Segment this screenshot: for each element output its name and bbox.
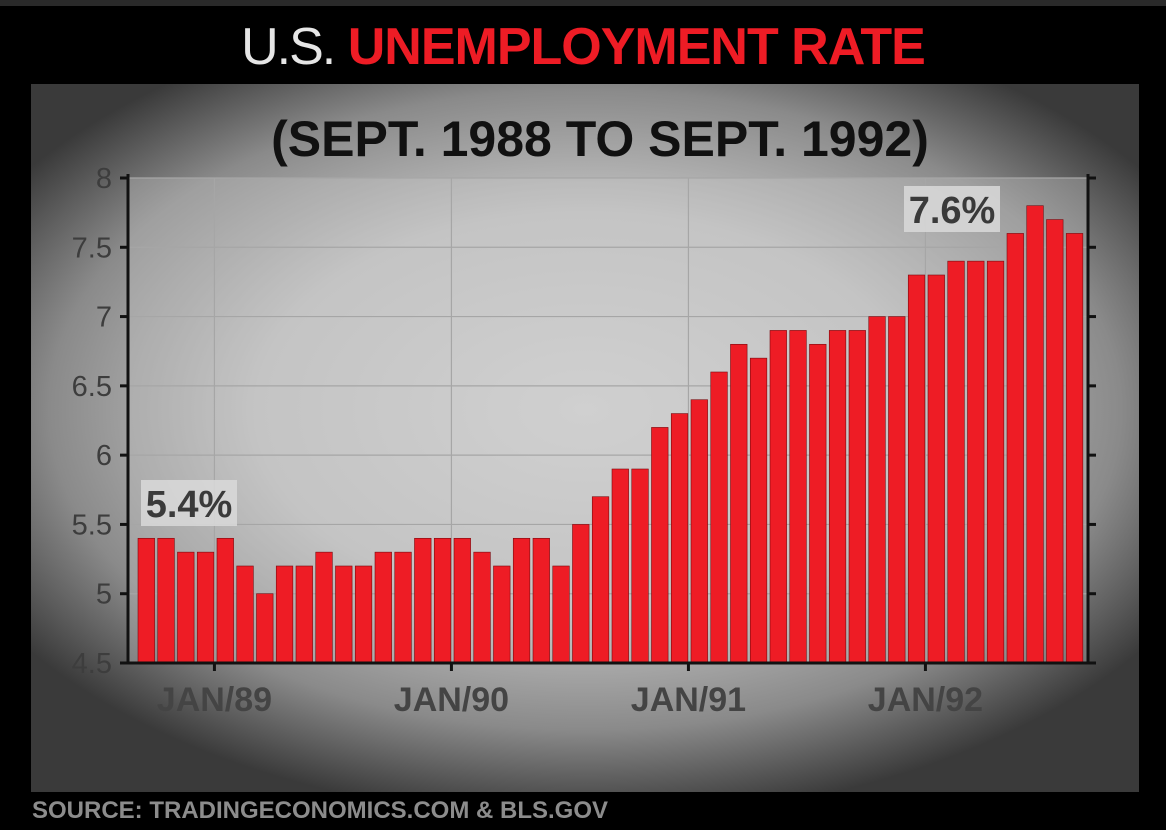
- bar: [552, 565, 570, 664]
- bar: [690, 399, 708, 664]
- bar: [888, 316, 906, 664]
- bar: [789, 330, 807, 664]
- bar: [394, 551, 412, 664]
- bar: [730, 343, 748, 664]
- y-tick-label: 6: [96, 440, 112, 472]
- bar: [1006, 233, 1024, 664]
- bar: [809, 343, 827, 664]
- bar: [374, 551, 392, 664]
- bar: [1065, 233, 1084, 664]
- bar: [256, 593, 274, 664]
- bar: [986, 260, 1005, 664]
- bar: [295, 565, 313, 664]
- chart-subtitle: (SEPT. 1988 TO SEPT. 1992): [271, 111, 929, 167]
- y-tick-label: 7: [96, 302, 112, 334]
- x-tick-label: JAN/91: [631, 681, 746, 719]
- bar: [1026, 205, 1044, 664]
- bar: [927, 274, 945, 664]
- bar: [710, 371, 728, 664]
- bar: [907, 274, 926, 664]
- axis-layer: [120, 174, 1096, 671]
- bar: [947, 260, 965, 664]
- bar: [177, 551, 195, 664]
- bar: [335, 565, 353, 664]
- callout-box: [904, 186, 1000, 232]
- bar: [315, 551, 333, 664]
- bar: [572, 524, 590, 664]
- headline-title: UNEMPLOYMENT RATE: [347, 18, 926, 76]
- bar: [591, 496, 610, 664]
- bar: [196, 551, 215, 664]
- y-tick-label: 4.5: [72, 648, 112, 680]
- bar: [1046, 219, 1064, 664]
- bar: [532, 537, 550, 664]
- bar: [848, 330, 866, 664]
- callout-label: 7.6%: [909, 190, 996, 232]
- bar: [493, 565, 511, 664]
- y-tick-label: 5: [96, 579, 112, 611]
- bar: [631, 468, 649, 664]
- headline-prefix: U.S.: [241, 18, 336, 76]
- bar: [473, 551, 491, 664]
- bar: [512, 537, 531, 664]
- bar: [769, 330, 787, 664]
- bar: [354, 565, 373, 664]
- y-tick-label: 6.5: [72, 371, 112, 403]
- bar: [828, 330, 847, 664]
- y-tick-label: 8: [96, 163, 112, 195]
- bar: [157, 537, 175, 664]
- bar: [670, 413, 689, 664]
- bar: [967, 260, 985, 664]
- headline: U.S. UNEMPLOYMENT RATE: [0, 14, 1166, 80]
- bar: [275, 565, 294, 664]
- y-tick-label: 7.5: [72, 232, 112, 264]
- bar: [749, 357, 768, 664]
- bar: [868, 316, 886, 664]
- bar: [216, 537, 234, 664]
- bar: [611, 468, 629, 664]
- x-tick-label: JAN/90: [394, 681, 509, 719]
- bar: [414, 537, 432, 664]
- bar-layer: [137, 205, 1084, 664]
- x-tick-label: JAN/92: [868, 681, 983, 719]
- bar: [433, 537, 452, 664]
- label-layer: 4.5 5 5.5 6 6.5 7 7.5 8 JAN/89 JAN/90 JAN/91 JAN/92…: [72, 163, 1000, 719]
- top-strip: [0, 0, 1166, 6]
- y-tick-label: 5.5: [72, 509, 112, 541]
- source-note: SOURCE: TRADINGECONOMICS.COM & BLS.GOV: [32, 797, 609, 824]
- bar: [236, 565, 254, 664]
- callout-box: [141, 480, 237, 526]
- x-tick-label: JAN/89: [157, 681, 272, 719]
- callout-label: 5.4%: [146, 484, 233, 526]
- bar: [137, 537, 155, 664]
- bar: [453, 537, 471, 664]
- bar: [651, 427, 669, 664]
